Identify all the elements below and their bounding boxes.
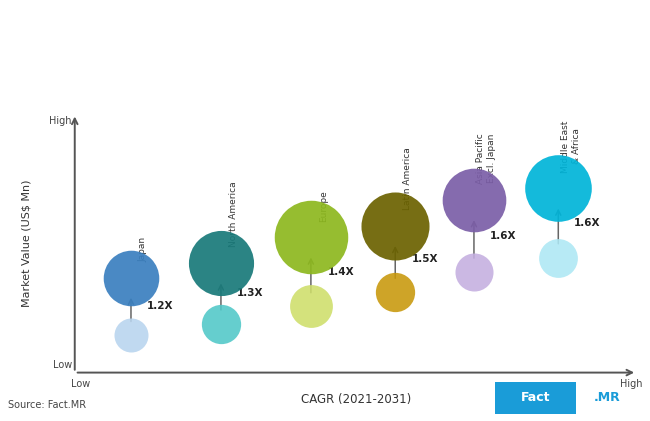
Text: High: High <box>620 379 643 389</box>
Text: Refuse-Derived Fuel Market: Refuse-Derived Fuel Market <box>10 21 292 39</box>
Text: Market Value (US$ Mn): Market Value (US$ Mn) <box>22 179 32 307</box>
Text: CAGR (2021-2031): CAGR (2021-2031) <box>301 393 411 406</box>
Point <box>306 303 316 310</box>
Point <box>390 222 400 229</box>
Point <box>469 197 479 203</box>
Text: Latin America: Latin America <box>403 147 412 210</box>
Text: High: High <box>49 116 72 126</box>
Point <box>216 260 226 266</box>
Text: Source: Fact.MR: Source: Fact.MR <box>8 400 86 410</box>
Text: Regional Analysis, 2021: Regional Analysis, 2021 <box>10 71 159 84</box>
Text: 1.6X: 1.6X <box>489 231 516 241</box>
Text: Fact: Fact <box>521 392 551 404</box>
Point <box>125 332 136 338</box>
Point <box>553 254 564 261</box>
FancyBboxPatch shape <box>495 381 577 414</box>
Text: Europe: Europe <box>318 190 328 221</box>
Text: 1.5X: 1.5X <box>412 254 439 264</box>
Point <box>306 234 316 241</box>
Point <box>125 274 136 281</box>
Point <box>390 289 400 296</box>
Text: 1.2X: 1.2X <box>147 301 173 312</box>
Text: 1.3X: 1.3X <box>237 288 263 298</box>
Text: .MR: .MR <box>594 392 621 404</box>
Text: 1.6X: 1.6X <box>574 218 601 228</box>
Text: 1.4X: 1.4X <box>328 267 354 277</box>
Text: Low: Low <box>53 360 72 370</box>
Point <box>553 185 564 192</box>
Text: Japan: Japan <box>139 237 148 262</box>
Point <box>216 320 226 327</box>
Text: Low: Low <box>71 379 90 389</box>
Text: North America: North America <box>229 182 238 248</box>
Point <box>469 269 479 275</box>
Text: Asia Pacific
Excl. Japan: Asia Pacific Excl. Japan <box>476 133 497 184</box>
Text: Middle East
& Africa: Middle East & Africa <box>560 120 580 173</box>
